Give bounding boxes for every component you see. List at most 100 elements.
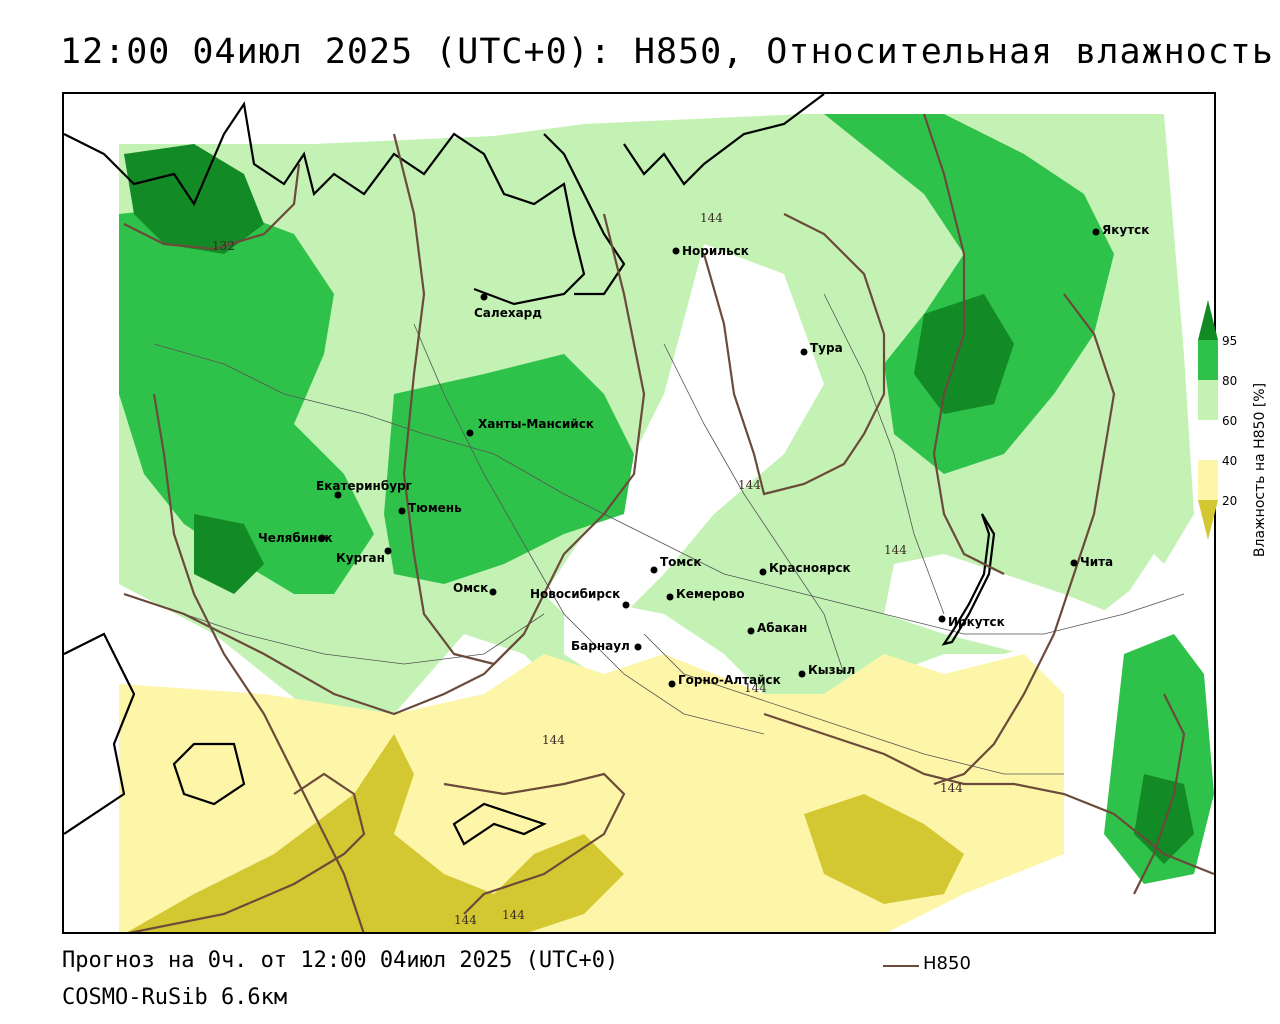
humidity-colorbar	[1198, 300, 1218, 540]
border-line-3	[663, 343, 845, 675]
city-irkutsk: Иркутск	[938, 615, 1005, 629]
rh-above-95-patch-3	[194, 514, 264, 594]
colorbar-bottom-arrow	[1198, 500, 1218, 540]
city-kyzyl: Кызыл	[798, 663, 855, 678]
h850-contours	[123, 113, 1214, 932]
city-norilsk: Норильск	[672, 244, 749, 258]
svg-text:Тура: Тура	[810, 341, 843, 355]
contour-144-southwest	[123, 592, 525, 716]
contour-144-middle	[702, 213, 886, 496]
svg-text:Норильск: Норильск	[682, 244, 749, 258]
city-novosibirsk: Новосибирск	[530, 587, 630, 609]
city-salekhard: Салехард	[474, 293, 542, 320]
contour-label: 144	[542, 733, 565, 747]
contour-132	[123, 163, 301, 251]
contour-144-kazakh	[128, 772, 366, 932]
colorbar-40-60	[1198, 420, 1218, 460]
city-krasnoyarsk: Красноярск	[759, 561, 851, 576]
contour-label: 144	[502, 908, 525, 922]
city-tyumen: Тюмень	[398, 501, 462, 515]
city-tura: Тура	[800, 341, 843, 356]
coastline-layer	[64, 94, 996, 846]
h850-legend-label: H850	[923, 953, 971, 974]
caspian-aral	[172, 742, 246, 806]
colorbar-60-80	[1198, 380, 1218, 420]
city-ekaterinburg: Екатеринбург	[316, 479, 412, 499]
model-name: COSMO-RuSib 6.6км	[62, 985, 288, 1010]
svg-text:Салехард: Салехард	[474, 306, 542, 320]
colorbar-20-40	[1198, 460, 1218, 500]
contour-label: 144	[738, 478, 761, 492]
humidity-fill-layer	[119, 114, 1214, 932]
city-markers: Норильск Якутск Салехард Тура Ханты-Манс…	[258, 223, 1149, 688]
colorbar-tick: 95	[1222, 334, 1238, 348]
svg-text:Барнаул: Барнаул	[571, 639, 630, 653]
rh-80-95-region-center	[384, 354, 634, 584]
contour-label: 144	[940, 781, 963, 795]
colorbar-title: Влажность на H850 [%]	[1252, 382, 1268, 558]
rh-40-60-region-2	[884, 554, 1174, 654]
svg-text:Абакан: Абакан	[757, 621, 807, 635]
humidity-map: 132 144 144 144 144 144 144 144 144 Нори…	[64, 94, 1214, 932]
contour-144-southeast	[763, 712, 1214, 876]
rh-80-95-region-northeast	[824, 114, 1114, 474]
svg-text:Чита: Чита	[1080, 555, 1113, 569]
colorbar-80-95	[1198, 340, 1218, 380]
svg-text:Иркутск: Иркутск	[948, 615, 1005, 629]
city-omsk: Омск	[453, 581, 497, 596]
colorbar-tick: 60	[1222, 414, 1238, 428]
contour-label: 132	[212, 239, 235, 253]
svg-text:Ханты-Мансийск: Ханты-Мансийск	[478, 417, 594, 431]
contour-144-northeast	[922, 113, 1005, 575]
city-chita: Чита	[1070, 555, 1113, 569]
taymyr-coast	[623, 94, 825, 186]
contour-label: 144	[700, 211, 723, 225]
colorbar-tick: 40	[1222, 454, 1238, 468]
svg-text:Кемерово: Кемерово	[676, 587, 745, 601]
lake-balkhash	[452, 802, 547, 846]
rh-below-20-region	[127, 734, 624, 932]
city-chelyabinsk: Челябинск	[258, 531, 333, 545]
svg-text:Курган: Курган	[336, 551, 385, 565]
lake-baikal	[941, 513, 996, 646]
rh-40-60-region	[544, 244, 824, 634]
border-line	[153, 343, 1185, 635]
svg-text:Кызыл: Кызыл	[808, 663, 855, 677]
contour-label: 144	[744, 681, 767, 695]
border-line-6	[643, 633, 1064, 775]
west-sea-coast	[64, 632, 136, 835]
city-khanty-mansiysk: Ханты-Мансийск	[466, 417, 594, 437]
border-line-4	[823, 293, 945, 615]
svg-text:Якутск: Якутск	[1102, 223, 1149, 237]
colorbar-tick: 20	[1222, 494, 1238, 508]
map-title: 12:00 04июл 2025 (UTC+0): H850, Относите…	[60, 32, 1274, 72]
arctic-coast	[64, 101, 586, 306]
city-barnaul: Барнаул	[571, 639, 642, 653]
rh-80-95-region-west	[119, 204, 374, 594]
svg-text:Новосибирск: Новосибирск	[530, 587, 620, 601]
contour-144-south	[443, 772, 626, 915]
svg-text:Горно-Алтайск: Горно-Алтайск	[678, 673, 781, 687]
h850-legend-line	[883, 965, 919, 967]
contour-label: 144	[884, 543, 907, 557]
svg-text:Томск: Томск	[660, 555, 702, 569]
svg-text:Омск: Омск	[453, 581, 488, 595]
contour-144-far-east	[1133, 693, 1186, 895]
svg-text:Челябинск: Челябинск	[258, 531, 333, 545]
svg-text:Екатеринбург: Екатеринбург	[316, 479, 412, 493]
city-kemerovo: Кемерово	[666, 587, 745, 601]
contour-144-east	[933, 293, 1116, 786]
rh-below-20-patch	[804, 794, 964, 904]
city-kurgan: Курган	[336, 547, 392, 565]
colorbar-top-arrow	[1198, 300, 1218, 340]
forecast-info: Прогноз на 0ч. от 12:00 04июл 2025 (UTC+…	[62, 948, 619, 973]
city-gorno-altaysk: Горно-Алтайск	[668, 673, 781, 688]
rh-above-95-patch-2	[914, 294, 1014, 414]
city-yakutsk: Якутск	[1092, 223, 1149, 237]
border-line-2	[413, 323, 765, 735]
contour-labels: 132 144 144 144 144 144 144 144 144	[212, 211, 963, 927]
contour-label: 144	[454, 913, 477, 927]
admin-borders	[153, 293, 1185, 775]
svg-text:Тюмень: Тюмень	[408, 501, 462, 515]
map-panel: 132 144 144 144 144 144 144 144 144 Нори…	[62, 92, 1216, 934]
